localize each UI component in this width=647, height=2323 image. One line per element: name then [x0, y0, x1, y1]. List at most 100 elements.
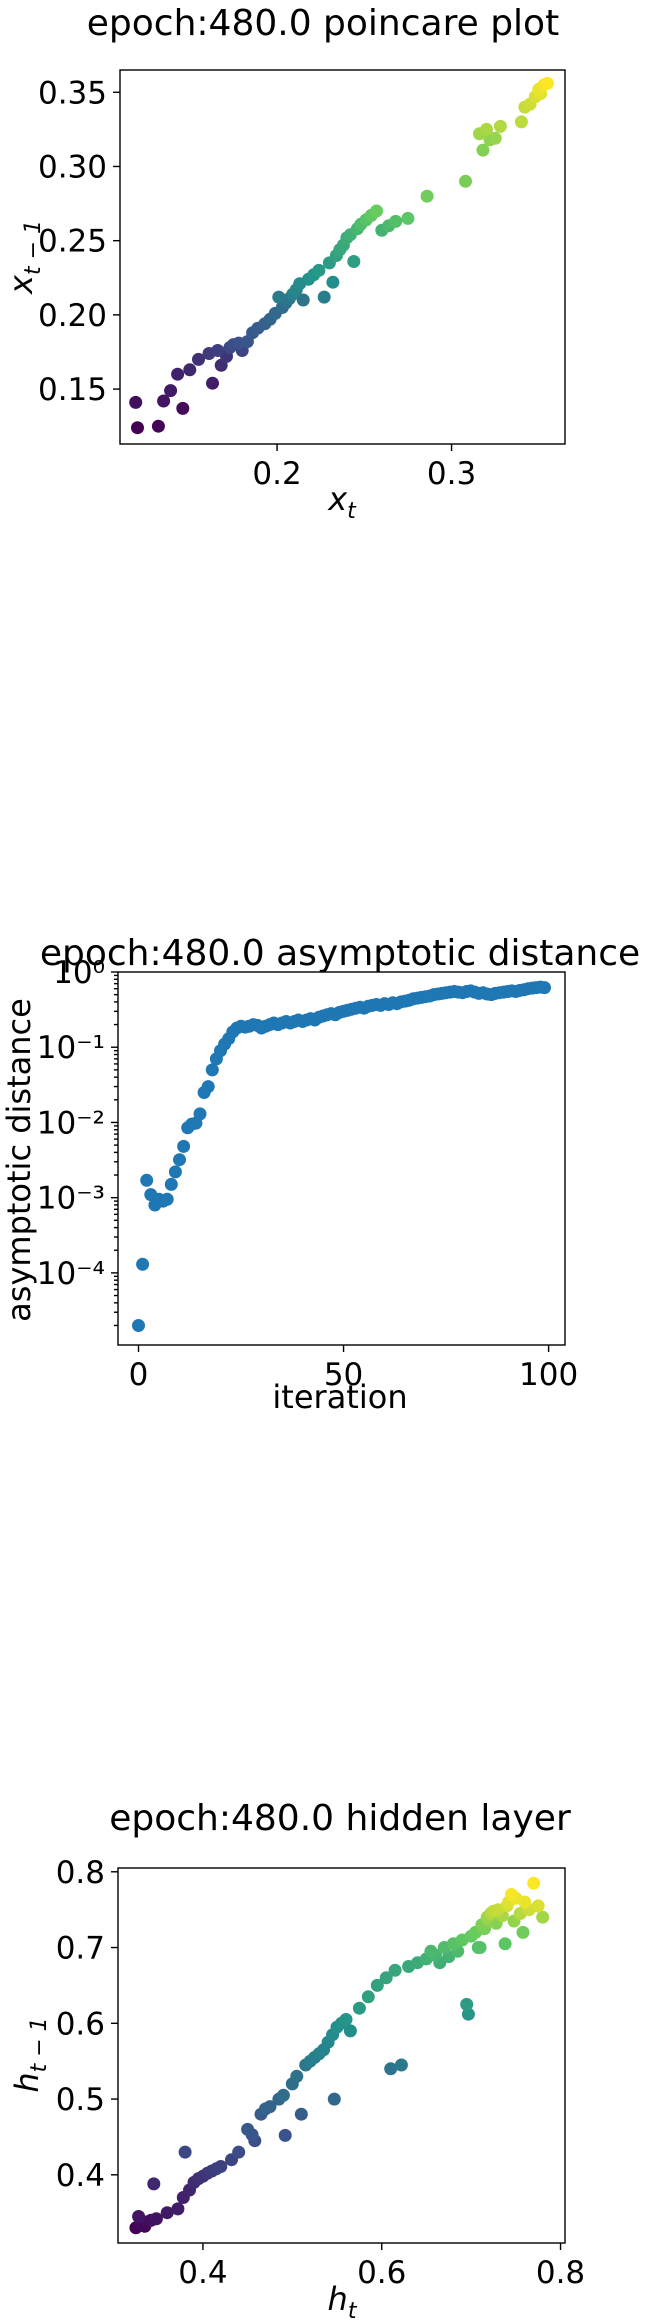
data-point: [420, 189, 434, 203]
chart-title: epoch:480.0 asymptotic distance: [40, 933, 640, 974]
y-axis-label: xt − 1: [2, 220, 46, 295]
data-point: [339, 2013, 353, 2026]
x-tick-label: 100: [519, 1357, 578, 1393]
data-point: [129, 395, 143, 409]
y-tick-label: 10⁰: [53, 955, 105, 991]
data-point: [461, 2007, 475, 2021]
data-point: [476, 143, 490, 157]
data-point: [326, 275, 340, 289]
data-point: [388, 1963, 402, 1977]
plot-area: [132, 980, 551, 1332]
data-point: [504, 1888, 518, 1901]
data-point: [538, 981, 551, 995]
y-tick-label: 10⁻⁴: [37, 1256, 105, 1292]
plot-frame: [119, 69, 566, 445]
y-tick-label: 0.30: [38, 149, 107, 185]
data-point: [140, 1173, 154, 1187]
data-point: [290, 2069, 304, 2083]
data-point: [317, 290, 331, 304]
data-point: [516, 1925, 530, 1939]
data-point: [177, 1139, 191, 1153]
x-tick-label: 0.4: [178, 2255, 227, 2291]
data-point: [176, 401, 190, 415]
data-point: [389, 214, 403, 228]
data-point: [183, 363, 197, 377]
asymptotic-distance-chart: epoch:480.0 asymptotic distance 0 50 100 1…: [0, 920, 647, 1440]
data-point: [136, 1257, 150, 1271]
data-point: [278, 2128, 292, 2142]
data-point: [488, 131, 502, 145]
data-point: [370, 1978, 384, 1992]
hidden-layer-svg: epoch:480.0 hidden layer 0.4 0.6 0.8 0.40.…: [8, 1798, 585, 2323]
data-point: [394, 2058, 408, 2072]
data-point: [379, 1971, 393, 1985]
data-point: [296, 293, 310, 307]
data-point: [384, 2062, 398, 2076]
y-tick-label: 0.8: [56, 1855, 105, 1891]
poincare-plot-svg: epoch:480.0 poincare plot 0.2 0.3 0.15 0.2…: [2, 3, 566, 524]
hidden-layer-chart: epoch:480.0 hidden layer 0.4 0.6 0.8 0.4 0.…: [0, 1790, 647, 2323]
y-ticks: 0.15 0.20 0.25 0.30 0.35: [38, 75, 120, 408]
x-tick-label: 0.8: [536, 2255, 585, 2291]
data-point: [232, 2145, 246, 2159]
data-point: [370, 204, 383, 218]
data-point: [424, 1944, 438, 1958]
data-point: [527, 1876, 541, 1890]
x-axis-label: xt: [327, 480, 357, 524]
x-ticks: 0.4 0.6 0.8: [178, 2243, 585, 2291]
data-point: [214, 2160, 228, 2173]
data-point: [171, 2202, 185, 2216]
data-point: [147, 2177, 161, 2191]
chart-title: epoch:480.0 hidden layer: [109, 1798, 571, 1839]
y-tick-label: 10⁻²: [37, 1105, 105, 1141]
data-point: [473, 1941, 487, 1954]
data-point: [531, 1899, 545, 1913]
x-tick-label: 0.3: [427, 456, 476, 492]
x-tick-label: 0: [129, 1357, 149, 1393]
data-point: [211, 344, 225, 357]
data-point: [459, 174, 472, 188]
data-point: [193, 1107, 207, 1121]
data-point: [157, 394, 171, 408]
data-point: [151, 419, 165, 433]
y-axis-label: ht − 1: [8, 2017, 52, 2092]
data-point: [160, 1192, 174, 1206]
data-point: [294, 2107, 308, 2121]
data-point: [493, 119, 507, 133]
data-point: [498, 1937, 512, 1951]
y-tick-label: 0.4: [56, 2158, 105, 2194]
y-tick-label: 0.5: [56, 2082, 105, 2118]
data-point: [206, 376, 219, 390]
poincare-plot-chart: epoch:480.0 poincare plot 0.2 0.3 0.15 0.2…: [0, 0, 647, 530]
data-point: [173, 1153, 186, 1167]
data-point: [205, 1063, 219, 1077]
data-point: [276, 2088, 290, 2102]
x-tick-label: 50: [324, 1357, 363, 1393]
y-tick-label: 0.35: [38, 75, 107, 111]
data-point: [536, 1910, 550, 1924]
data-point: [160, 2206, 174, 2220]
data-point: [132, 2210, 146, 2223]
chart-title: epoch:480.0 poincare plot: [87, 3, 559, 44]
y-ticks: 0.4 0.5 0.6 0.7 0.8: [56, 1855, 118, 2194]
data-point: [132, 1319, 145, 1332]
data-point: [480, 122, 493, 136]
data-point: [263, 2100, 277, 2114]
data-point: [201, 1080, 215, 1094]
y-tick-label: 0.7: [56, 1931, 105, 1967]
y-tick-label: 0.15: [38, 372, 107, 408]
y-axis-label: asymptotic distance: [0, 998, 38, 1322]
data-point: [352, 2001, 366, 2015]
x-tick-label: 0.6: [357, 2255, 406, 2291]
y-tick-label: 0.25: [38, 224, 107, 260]
data-point: [272, 290, 286, 304]
data-point: [168, 1165, 182, 1179]
data-point: [327, 2092, 341, 2106]
x-axis-label: iteration: [272, 1378, 407, 1416]
data-point: [149, 2212, 163, 2226]
y-tick-label: 10⁻¹: [37, 1030, 105, 1066]
data-point: [361, 1990, 375, 2004]
x-axis-label: ht: [328, 2280, 358, 2323]
data-point: [178, 2145, 192, 2159]
data-point: [401, 211, 415, 225]
